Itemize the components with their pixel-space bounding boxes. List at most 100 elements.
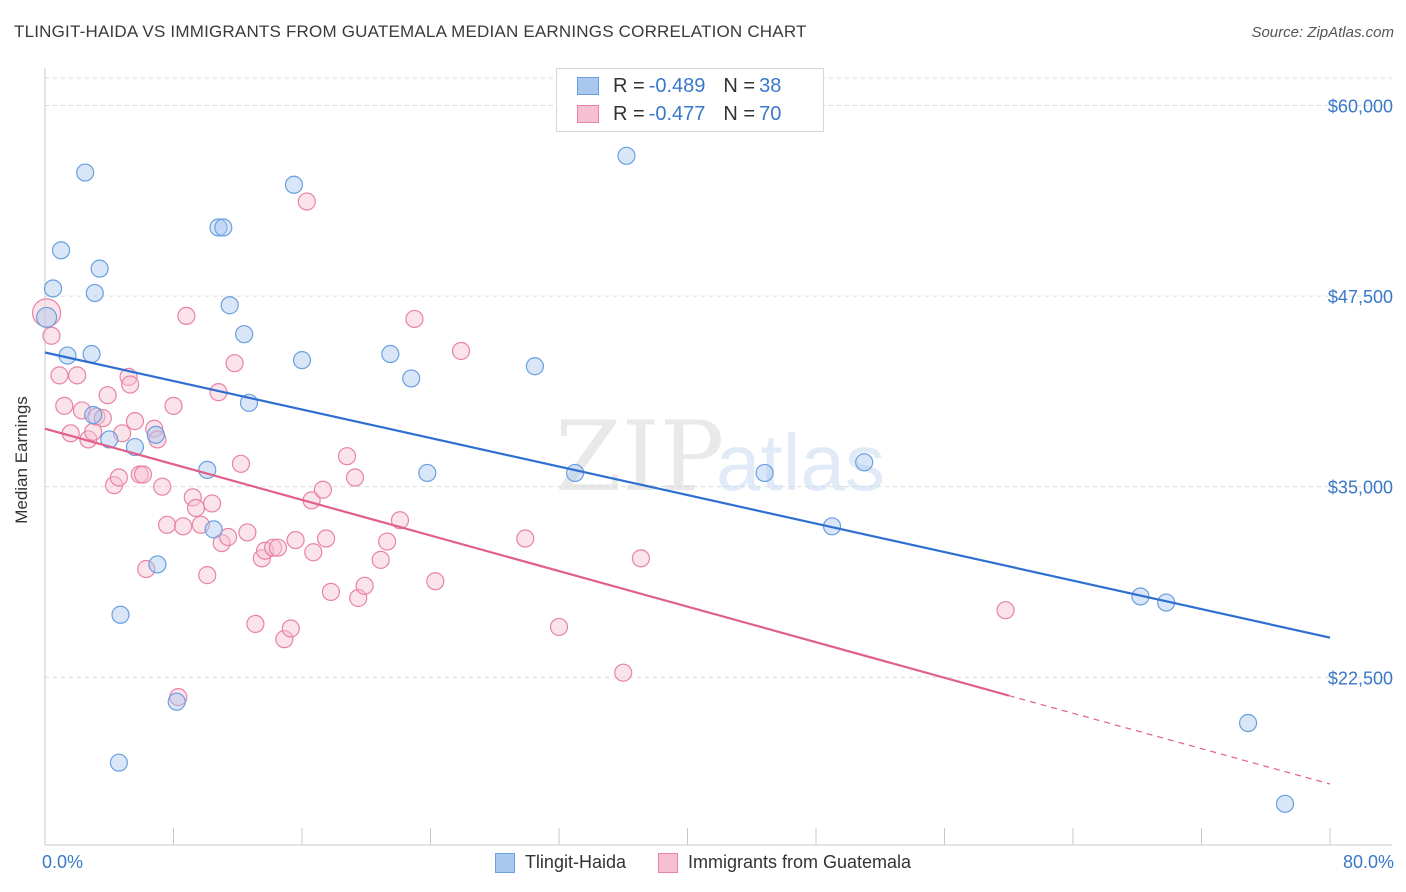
tlingit-point xyxy=(418,463,437,483)
tlingit-point xyxy=(381,344,400,364)
tlingit-point xyxy=(146,425,165,444)
guatemala-point xyxy=(286,530,305,550)
guatemala-point xyxy=(153,477,172,496)
tlingit-point xyxy=(855,453,874,472)
guatemala-point xyxy=(405,309,424,329)
guatemala-point xyxy=(164,396,183,415)
tlingit-point xyxy=(1238,713,1258,733)
guatemala-point xyxy=(109,468,128,487)
correlation-legend: R = -0.489 N = 38 R = -0.477 N = 70 xyxy=(556,68,824,132)
legend-swatch-guatemala xyxy=(657,852,678,873)
y-tick-label: $35,000 xyxy=(1328,478,1393,498)
guatemala-point xyxy=(121,375,140,394)
trend-line-tlingit xyxy=(44,351,1331,639)
legend-r-value: -0.489 xyxy=(648,74,706,97)
legend-label-guatemala: Immigrants from Guatemala xyxy=(687,852,912,872)
guatemala-point xyxy=(337,447,357,466)
guatemala-point xyxy=(281,619,300,638)
guatemala-point xyxy=(996,601,1015,620)
legend-row-guatemala: R = -0.477 N = 70 xyxy=(577,100,781,128)
watermark-atlas: atlas xyxy=(716,418,885,507)
guatemala-point xyxy=(275,630,294,649)
guatemala-point xyxy=(246,614,265,634)
tlingit-point xyxy=(214,218,233,237)
tlingit-point xyxy=(402,369,421,388)
chart-title: TLINGIT-HAIDA VS IMMIGRANTS FROM GUATEMA… xyxy=(14,22,807,41)
tlingit-point xyxy=(565,463,585,483)
tlingit-point xyxy=(82,344,101,364)
source-label: Source: ZipAtlas.com xyxy=(1251,24,1394,41)
guatemala-point xyxy=(316,529,336,548)
tlingit-point xyxy=(100,430,119,449)
guatemala-point xyxy=(183,488,202,507)
guatemala-point xyxy=(378,532,397,551)
y-axis-label: Median Earnings xyxy=(12,396,31,524)
tlingit-point xyxy=(204,520,223,539)
guatemala-point xyxy=(42,326,61,345)
guatemala-point xyxy=(55,396,74,415)
guatemala-point xyxy=(304,543,323,562)
tlingit-point xyxy=(76,163,95,182)
tlingit-point xyxy=(125,437,145,457)
legend-label-tlingit: Tlingit-Haida xyxy=(524,852,626,872)
guatemala-point xyxy=(297,192,316,211)
tlingit-point xyxy=(209,218,228,237)
y-tick-label: $22,500 xyxy=(1328,668,1393,688)
tlingit-point xyxy=(36,306,58,329)
legend-n-value: 38 xyxy=(759,74,782,97)
tlingit-point xyxy=(51,241,71,260)
tlingit-point xyxy=(235,325,254,344)
gridlines xyxy=(45,77,1392,678)
x-tick-min: 0.0% xyxy=(42,852,84,872)
guatemala-point xyxy=(177,306,196,326)
tlingit-point xyxy=(167,692,186,711)
x-tick-max: 80.0% xyxy=(1342,852,1394,872)
guatemala-point xyxy=(198,566,217,585)
legend-item-tlingit[interactable]: Tlingit-Haida xyxy=(494,852,626,873)
axes xyxy=(44,68,1392,846)
guatemala-point xyxy=(263,538,283,557)
tlingit-point xyxy=(111,605,130,624)
guatemala-point xyxy=(231,454,251,473)
guatemala-point xyxy=(614,663,633,682)
watermark: ZIP atlas xyxy=(555,401,885,513)
trend-line-guatemala xyxy=(44,427,1010,697)
tlingit-point xyxy=(43,279,63,298)
tlingit-point xyxy=(109,753,128,772)
tlingit-point xyxy=(220,296,239,315)
guatemala-point xyxy=(174,517,193,536)
tlingit-point xyxy=(755,463,774,483)
guatemala-point xyxy=(186,498,206,518)
guatemala-point xyxy=(157,515,177,534)
guatemala-point xyxy=(631,549,651,568)
trend-lines xyxy=(44,351,1331,785)
guatemala-point xyxy=(98,386,117,405)
guatemala-point xyxy=(68,366,87,385)
tlingit-point xyxy=(525,357,545,376)
legend-r-label: R = xyxy=(613,102,645,125)
guatemala-point xyxy=(313,480,332,499)
guatemala-point xyxy=(225,354,244,373)
guatemala-point xyxy=(371,550,390,569)
tlingit-point xyxy=(617,146,636,165)
trend-line-guatemala-extension xyxy=(1008,694,1331,785)
guatemala-point xyxy=(219,527,238,547)
tlingit-point xyxy=(85,283,104,303)
guatemala-point xyxy=(133,465,153,484)
legend-r-label: R = xyxy=(613,74,645,97)
guatemala-point xyxy=(321,582,341,601)
series-legend: Tlingit-Haida Immigrants from Guatemala xyxy=(0,852,1406,873)
guatemala-point xyxy=(137,559,156,579)
guatemala-point xyxy=(50,366,69,385)
tlingit-point xyxy=(1275,794,1295,813)
legend-item-guatemala[interactable]: Immigrants from Guatemala xyxy=(657,852,912,873)
legend-swatch-tlingit xyxy=(494,852,515,873)
guatemala-point xyxy=(549,617,569,637)
y-tick-labels: $22,500 $35,000 $47,500 $60,000 xyxy=(1328,96,1393,688)
legend-n-label: N = xyxy=(723,102,756,125)
guatemala-point xyxy=(145,419,164,438)
y-tick-label: $47,500 xyxy=(1328,287,1393,307)
legend-swatch-tlingit xyxy=(577,77,599,95)
guatemala-point xyxy=(202,494,222,513)
